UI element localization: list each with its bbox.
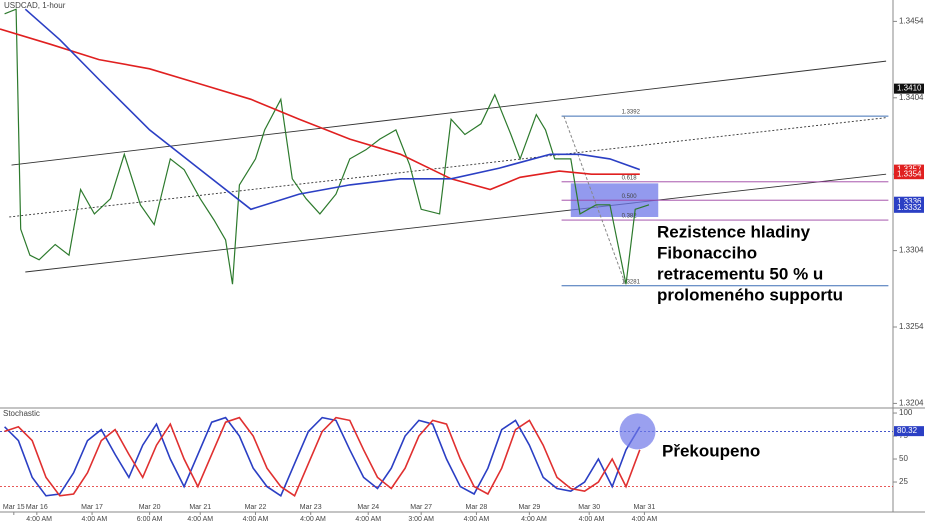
x-tick-label: Mar 30 — [578, 504, 600, 511]
x-tick-label: Mar 15 — [3, 504, 25, 511]
price-tag — [894, 196, 924, 207]
y-tick-label: 100 — [899, 408, 913, 417]
annotation: prolomeného supportu — [657, 285, 843, 304]
series-line — [4, 416, 641, 497]
price-tag — [894, 426, 924, 437]
price-tag — [894, 83, 924, 94]
fib-label: 0.618 — [622, 175, 638, 181]
series-line — [24, 8, 641, 211]
time-tick-label: 4:00 AM — [300, 516, 326, 523]
price-tag-label: 1.3332 — [897, 203, 922, 212]
annotation: Rezistence hladiny — [657, 222, 811, 241]
price-tag-label: 1.3354 — [897, 169, 922, 178]
trendline — [25, 173, 887, 273]
time-tick-label: 4:00 AM — [632, 516, 658, 523]
fib-label: 0.382 — [622, 214, 638, 220]
x-tick-label: Mar 20 — [139, 504, 161, 511]
x-tick-label: Mar 27 — [410, 504, 432, 511]
indicator-title: Stochastic — [3, 409, 40, 418]
time-tick-label: 6:00 AM — [137, 516, 163, 523]
fib-label: 0.500 — [622, 194, 638, 200]
y-tick-label: 1.3454 — [899, 17, 924, 26]
trendline — [9, 117, 887, 218]
fib-diagonal — [563, 115, 627, 286]
fib-label: 1.3392 — [622, 110, 641, 116]
y-tick-label: 1.3404 — [899, 93, 924, 102]
x-tick-label: Mar 17 — [81, 504, 103, 511]
price-tag-label: 80.32 — [897, 426, 918, 435]
y-tick-label: 1.3254 — [899, 322, 924, 331]
time-tick-label: 4:00 AM — [187, 516, 213, 523]
y-tick-label: 1.3204 — [899, 399, 924, 408]
series-line — [0, 28, 640, 191]
time-tick-label: 4:00 AM — [464, 516, 490, 523]
y-tick-label: 25 — [899, 477, 908, 486]
x-tick-label: Mar 16 — [26, 504, 48, 511]
y-tick-label: 50 — [899, 454, 908, 463]
series-line — [4, 416, 641, 497]
x-tick-label: Mar 22 — [245, 504, 267, 511]
price-tag — [894, 202, 924, 213]
highlight-circle — [619, 413, 656, 450]
time-tick-label: 4:00 AM — [355, 516, 381, 523]
chart-title: USDCAD, 1-hour — [4, 1, 66, 10]
time-tick-label: 4:00 AM — [579, 516, 605, 523]
time-tick-label: 4:00 AM — [82, 516, 108, 523]
x-tick-label: Mar 23 — [300, 504, 322, 511]
time-tick-label: 4:00 AM — [521, 516, 547, 523]
annotation: Překoupeno — [662, 441, 760, 460]
x-tick-label: Mar 29 — [518, 504, 540, 511]
series-line — [4, 8, 650, 285]
x-tick-label: Mar 31 — [634, 504, 656, 511]
x-tick-label: Mar 28 — [466, 504, 488, 511]
price-tag — [894, 169, 924, 180]
time-tick-label: 3:00 AM — [408, 516, 434, 523]
time-tick-label: 4:00 AM — [26, 516, 52, 523]
x-tick-label: Mar 21 — [189, 504, 211, 511]
y-tick-label: 1.3304 — [899, 246, 924, 255]
annotation: Fibonacciho — [657, 243, 757, 262]
price-tag-label: 1.3336 — [897, 197, 922, 206]
annotation: retracementu 50 % u — [657, 264, 823, 283]
trendline — [11, 60, 887, 166]
price-tag-label: 1.3410 — [897, 84, 922, 93]
fib-label: 1.3281 — [622, 279, 641, 285]
time-tick-label: 4:00 AM — [243, 516, 269, 523]
x-tick-label: Mar 24 — [357, 504, 379, 511]
